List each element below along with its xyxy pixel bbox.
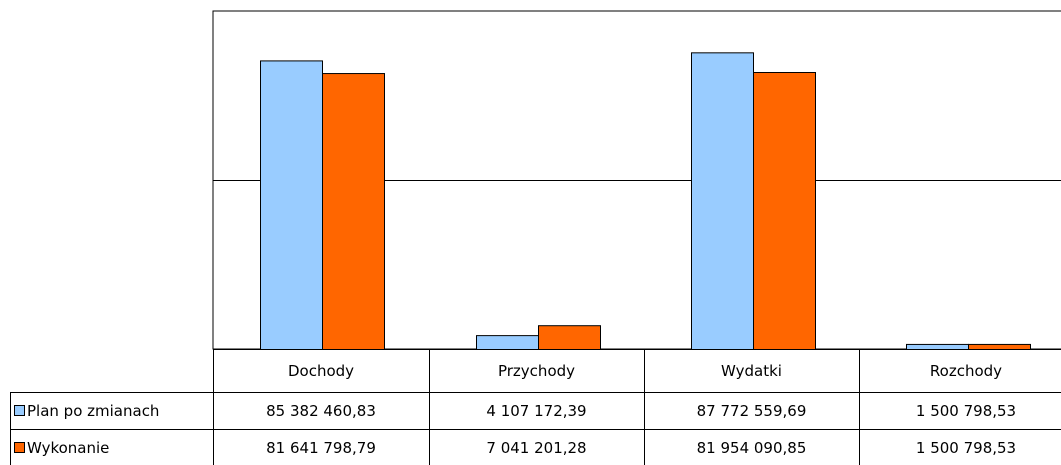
data-table xyxy=(10,349,1061,465)
legend-label-wykonanie: Wykonanie xyxy=(27,439,109,457)
category-label-dochody: Dochody xyxy=(288,362,354,380)
category-label-wydatki: Wydatki xyxy=(721,362,782,380)
data-label-wykonanie-rozchody: 1 500 798,53 xyxy=(916,439,1016,457)
bar-wykonanie-przychody xyxy=(538,325,601,351)
category-label-rozchody: Rozchody xyxy=(930,362,1002,380)
data-label-plan-przychody: 4 107 172,39 xyxy=(486,402,586,420)
data-label-wykonanie-przychody: 7 041 201,28 xyxy=(486,439,586,457)
data-label-plan-wydatki: 87 772 559,69 xyxy=(697,402,807,420)
category-label-przychody: Przychody xyxy=(498,362,575,380)
legend: Plan po zmianach Wykonanie xyxy=(14,402,159,457)
data-table-values: 85 382 460,83 4 107 172,39 87 772 559,69 1 … xyxy=(266,402,1016,457)
data-label-wykonanie-wydatki: 81 954 090,85 xyxy=(697,439,807,457)
legend-label-plan: Plan po zmianach xyxy=(27,402,159,420)
data-label-plan-dochody: 85 382 460,83 xyxy=(266,402,376,420)
bar-plan-przychody xyxy=(476,335,539,351)
bar-wykonanie-dochody xyxy=(322,73,385,350)
legend-swatch-wykonanie xyxy=(14,442,25,453)
category-labels: Dochody Przychody Wydatki Rozchody xyxy=(288,362,1002,380)
data-label-plan-rozchody: 1 500 798,53 xyxy=(916,402,1016,420)
legend-swatch-plan xyxy=(14,405,25,416)
bars xyxy=(260,52,1031,351)
bar-plan-rozchody xyxy=(906,343,969,351)
bar-plan-dochody xyxy=(260,60,323,350)
bar-wykonanie-wydatki xyxy=(753,71,816,350)
bar-plan-wydatki xyxy=(691,52,754,351)
data-label-wykonanie-dochody: 81 641 798,79 xyxy=(266,439,376,457)
bar-wykonanie-rozchody xyxy=(968,343,1031,351)
